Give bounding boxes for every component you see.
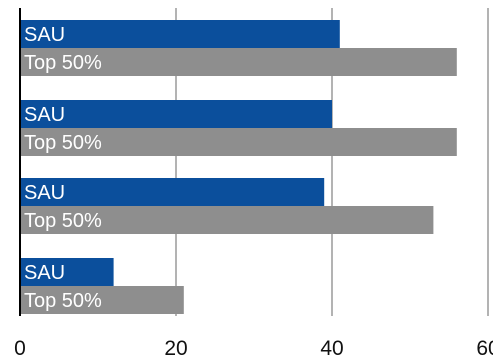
bar-sau-2 [20, 100, 332, 128]
bar-label-sau-2: SAU [24, 104, 65, 126]
bar-top50-1 [20, 48, 457, 76]
bar-top50-4 [20, 286, 184, 314]
bar-label-top50-2: Top 50% [24, 132, 102, 154]
x-tick-labels: 0 20 40 60 [14, 337, 493, 358]
x-tick-label-20: 20 [164, 337, 187, 358]
bar-top50-3 [20, 206, 434, 234]
bar-label-sau-4: SAU [24, 262, 65, 284]
x-tick-label-40: 40 [320, 337, 343, 358]
bars: SAU Top 50% SAU Top 50% SAU Top 50% SAU Top 50% [20, 20, 457, 314]
bar-label-top50-1: Top 50% [24, 52, 102, 74]
bar-sau-3 [20, 178, 325, 206]
x-tick-label-60: 60 [476, 337, 493, 358]
bar-top50-2 [20, 128, 457, 156]
bar-label-top50-4: Top 50% [24, 290, 102, 312]
bar-label-top50-3: Top 50% [24, 210, 102, 232]
bar-label-sau-1: SAU [24, 24, 65, 46]
bar-sau-4 [20, 258, 114, 286]
bar-sau-1 [20, 20, 340, 48]
bar-label-sau-3: SAU [24, 182, 65, 204]
x-tick-label-0: 0 [14, 337, 26, 358]
